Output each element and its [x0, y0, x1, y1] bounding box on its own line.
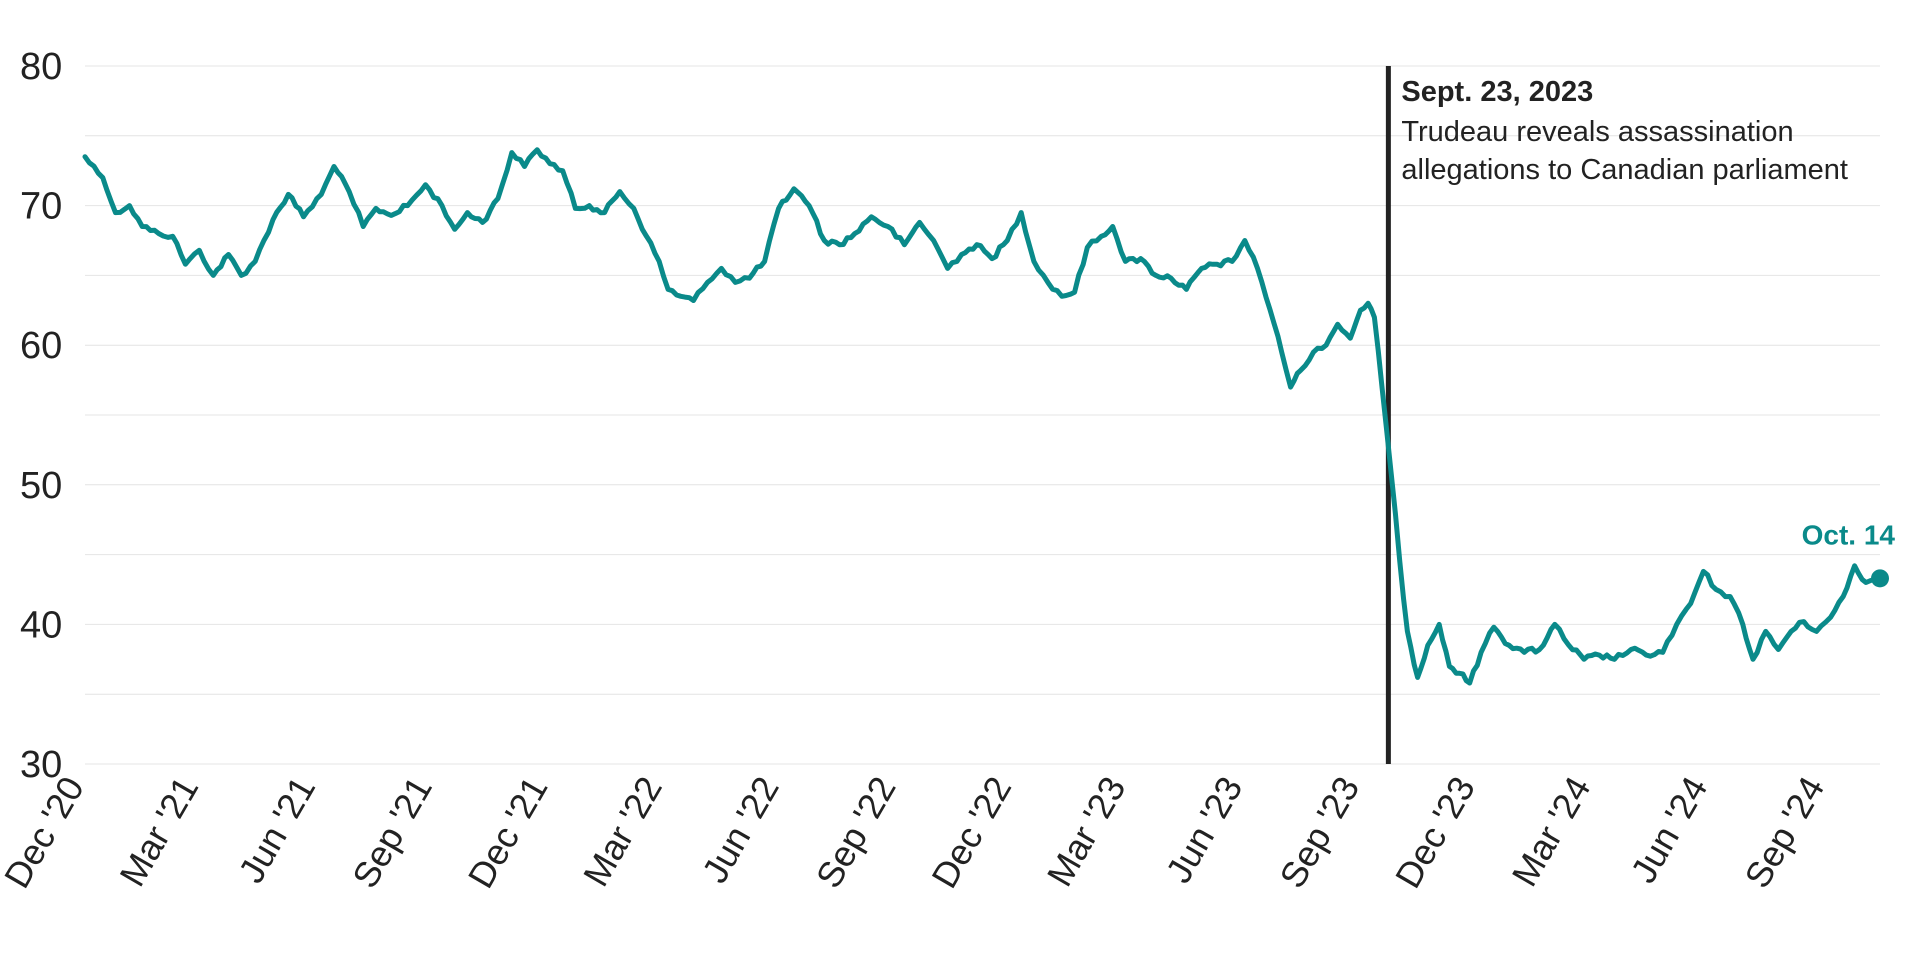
y-tick-label: 70 [20, 186, 62, 228]
x-tick-label: Sep '22 [808, 770, 904, 895]
x-tick-label: Dec '22 [923, 770, 1019, 895]
y-axis-labels: 30 40 50 60 70 80 [20, 46, 62, 786]
x-tick-label: Dec '20 [0, 770, 92, 895]
x-tick-label: Jun '24 [1622, 770, 1715, 890]
end-date-label: Oct. 14 [1802, 519, 1896, 550]
y-tick-label: 50 [20, 465, 62, 507]
y-tick-label: 80 [20, 46, 62, 88]
x-tick-label: Dec '21 [460, 770, 556, 895]
y-tick-label: 30 [20, 744, 62, 786]
x-axis-labels: Dec '20 Mar '21 Jun '21 Sep '21 Dec '21 Mar '… [0, 770, 1832, 895]
series-line [82, 147, 1883, 686]
x-tick-label: Mar '21 [111, 770, 206, 893]
end-point-marker [1871, 569, 1889, 588]
x-tick-label: Sep '21 [344, 770, 440, 895]
annotation-title: Sept. 23, 2023 [1401, 76, 1593, 108]
x-tick-label: Jun '23 [1157, 770, 1250, 890]
grid-lines [85, 65, 1880, 765]
x-tick-label: Mar '22 [575, 770, 670, 893]
annotation-text-line-2: allegations to Canadian parliament [1401, 154, 1848, 186]
x-tick-label: Dec '23 [1387, 770, 1483, 895]
x-tick-label: Mar '23 [1039, 770, 1134, 893]
x-tick-label: Jun '22 [694, 770, 787, 890]
annotation-text-line-1: Trudeau reveals assassination [1401, 116, 1793, 148]
x-tick-label: Mar '24 [1504, 770, 1599, 893]
x-tick-label: Sep '24 [1736, 770, 1832, 895]
x-tick-label: Sep '23 [1271, 770, 1367, 895]
y-tick-label: 40 [20, 604, 62, 646]
x-tick-label: Jun '21 [230, 770, 323, 890]
y-tick-label: 60 [20, 325, 62, 367]
